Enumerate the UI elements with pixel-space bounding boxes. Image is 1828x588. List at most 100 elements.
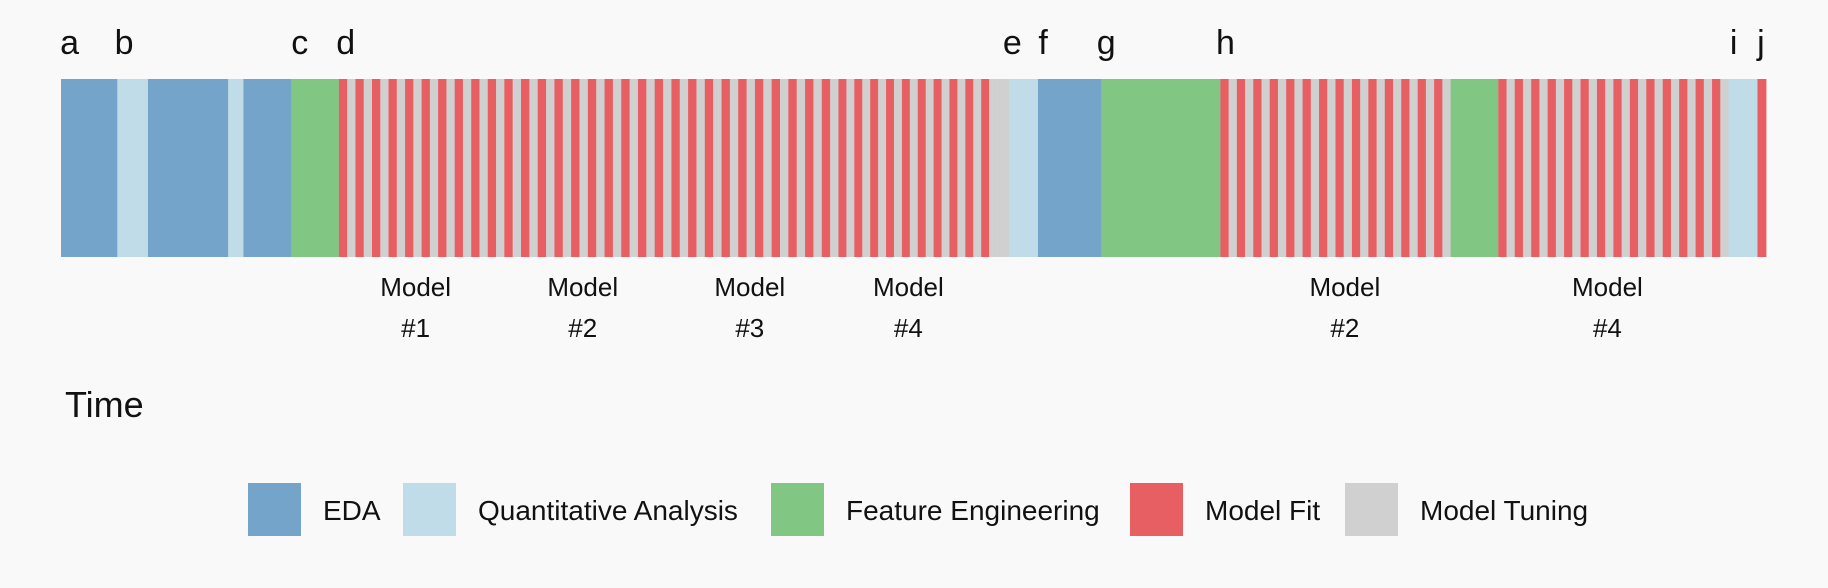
segment-eda xyxy=(243,79,291,257)
legend-label-fit: Model Fit xyxy=(1205,495,1320,526)
legend-label-eda: EDA xyxy=(323,495,381,526)
segment-model-fit xyxy=(1679,79,1687,257)
segment-model-fit xyxy=(1613,79,1621,257)
event-label-g: g xyxy=(1097,24,1116,62)
legend-swatch-tune xyxy=(1345,483,1398,536)
segment-model-fit xyxy=(838,79,846,257)
legend: EDA Quantitative Analysis Feature Engineer… xyxy=(248,483,1588,536)
segment-model-fit xyxy=(471,79,479,257)
segment-model-fit xyxy=(918,79,926,257)
segment-quantitative-analysis xyxy=(1728,79,1757,257)
legend-swatch-fe xyxy=(771,483,824,536)
event-label-h: h xyxy=(1216,24,1235,62)
segment-model-fit xyxy=(1630,79,1638,257)
segment-model-fit xyxy=(1352,79,1360,257)
segment-model-fit xyxy=(1597,79,1605,257)
segment-model-fit xyxy=(1548,79,1556,257)
segment-model-fit xyxy=(870,79,878,257)
segment-model-fit xyxy=(1401,79,1409,257)
model-label-line1: Model xyxy=(1572,272,1643,302)
segment-model-fit xyxy=(1498,79,1506,257)
segment-eda xyxy=(1038,79,1101,257)
segment-model-fit xyxy=(854,79,862,257)
segment-feature-engineering xyxy=(1451,79,1499,257)
segment-eda xyxy=(148,79,229,257)
segment-model-fit xyxy=(438,79,446,257)
segment-model-fit xyxy=(949,79,957,257)
segment-model-fit xyxy=(621,79,629,257)
segment-model-fit xyxy=(1581,79,1589,257)
model-label-line1: Model xyxy=(873,272,944,302)
segment-model-fit xyxy=(372,79,380,257)
segment-model-fit xyxy=(1237,79,1245,257)
segment-model-fit xyxy=(671,79,679,257)
model-label-line1: Model xyxy=(380,272,451,302)
segment-model-fit xyxy=(1696,79,1704,257)
segment-model-fit xyxy=(981,79,989,257)
segment-model-fit xyxy=(405,79,413,257)
segment-model-fit xyxy=(1253,79,1261,257)
segment-model-fit xyxy=(1303,79,1311,257)
event-label-b: b xyxy=(115,24,134,62)
model-label-line2: #2 xyxy=(568,313,597,343)
segment-model-fit xyxy=(455,79,463,257)
segment-feature-engineering xyxy=(1101,79,1221,257)
model-label-line2: #4 xyxy=(1593,313,1622,343)
segment-model-fit xyxy=(1663,79,1671,257)
segment-model-fit xyxy=(1270,79,1278,257)
model-label-line2: #4 xyxy=(894,313,923,343)
legend-swatch-fit xyxy=(1130,483,1183,536)
legend-label-fe: Feature Engineering xyxy=(846,495,1100,526)
segment-model-fit xyxy=(504,79,512,257)
segment-feature-engineering xyxy=(291,79,339,257)
axis-title: Time xyxy=(65,384,144,425)
segment-model-fit xyxy=(655,79,663,257)
segment-model-fit xyxy=(1531,79,1539,257)
model-label-line1: Model xyxy=(714,272,785,302)
segment-model-fit xyxy=(422,79,430,257)
event-label-e: e xyxy=(1003,24,1022,62)
event-label-f: f xyxy=(1038,24,1048,62)
legend-label-qa: Quantitative Analysis xyxy=(478,495,738,526)
segment-model-fit xyxy=(488,79,496,257)
segment-model-fit xyxy=(1515,79,1523,257)
segment-model-fit xyxy=(886,79,894,257)
segment-model-fit xyxy=(571,79,579,257)
segment-model-fit xyxy=(638,79,646,257)
model-label-line2: #1 xyxy=(401,313,430,343)
segment-quantitative-analysis xyxy=(228,79,244,257)
segment-model-fit xyxy=(538,79,546,257)
model-annotations: Model #1 Model #2 Model #3 Model #4 Model #2 Model… xyxy=(380,272,1643,343)
segment-model-fit xyxy=(805,79,813,257)
segment-eda xyxy=(61,79,118,257)
event-label-c: c xyxy=(291,24,308,62)
segment-model-fit xyxy=(1418,79,1426,257)
segment-model-fit xyxy=(934,79,942,257)
segment-model-fit xyxy=(965,79,973,257)
segment-model-fit xyxy=(1319,79,1327,257)
segment-model-fit xyxy=(722,79,730,257)
segment-model-fit xyxy=(1385,79,1393,257)
event-label-i: i xyxy=(1730,24,1738,62)
segment-model-fit xyxy=(755,79,763,257)
segment-model-fit xyxy=(1712,79,1720,257)
segment-model-fit xyxy=(822,79,830,257)
segment-quantitative-analysis xyxy=(117,79,148,257)
segment-model-fit xyxy=(605,79,613,257)
segment-model-fit xyxy=(1434,79,1442,257)
legend-label-tune: Model Tuning xyxy=(1420,495,1588,526)
legend-swatch-eda xyxy=(248,483,301,536)
event-label-j: j xyxy=(1756,24,1765,62)
segment-model-fit xyxy=(1564,79,1572,257)
segment-quantitative-analysis xyxy=(1009,79,1038,257)
segment-model-fit xyxy=(902,79,910,257)
event-label-a: a xyxy=(60,24,79,62)
legend-swatch-qa xyxy=(403,483,456,536)
model-label-line2: #2 xyxy=(1330,313,1359,343)
segment-model-fit xyxy=(588,79,596,257)
segment-model-fit xyxy=(688,79,696,257)
segment-model-fit xyxy=(705,79,713,257)
segment-model-fit xyxy=(738,79,746,257)
